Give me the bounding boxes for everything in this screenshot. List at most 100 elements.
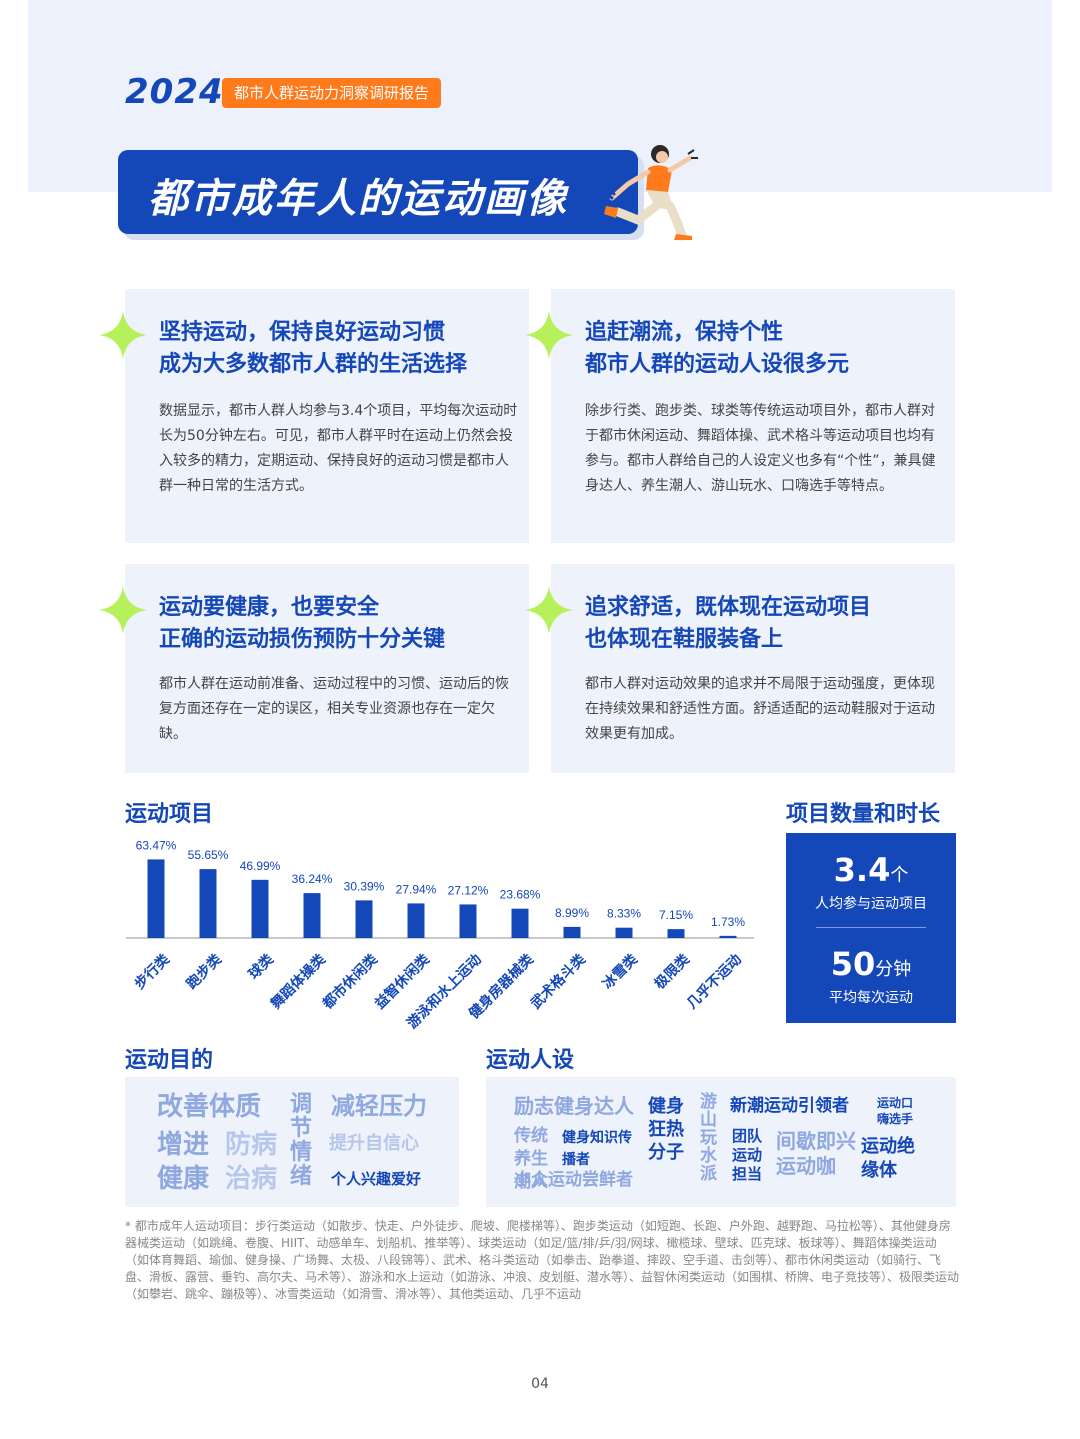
stats-box: 3.4个 人均参与运动项目 50分钟 平均每次运动	[786, 833, 956, 1023]
chart-value-label: 63.47%	[136, 838, 177, 852]
persona-word: 团队运动担当	[732, 1127, 763, 1183]
chart-bar	[407, 903, 425, 938]
chart-bar	[563, 926, 581, 938]
projects-unit: 个	[890, 865, 909, 886]
persona-word-cloud: 励志健身达人 健身狂热分子 游山玩水派 新潮运动引领者 运动口嗨选手 传统养生潮…	[486, 1077, 956, 1207]
purpose-word: 治病	[225, 1164, 278, 1194]
chart-bar	[615, 927, 633, 938]
purpose-word: 防病	[225, 1130, 278, 1160]
chart-category-label: 都市休闲类	[319, 950, 382, 1013]
chart-bar	[199, 869, 217, 938]
persona-word: 健身狂热分子	[648, 1096, 684, 1163]
purpose-word: 提升自信心	[329, 1133, 419, 1154]
card-heading-line: 坚持运动，保持良好运动习惯	[159, 320, 446, 345]
purpose-word: 调节情绪	[290, 1092, 313, 1189]
duration-label: 平均每次运动	[829, 990, 913, 1006]
card-heading: 追赶潮流，保持个性 都市人群的运动人设很多元	[585, 317, 849, 381]
card-body: 都市人群在运动前准备、运动过程中的习惯、运动后的恢复方面还存在一定的误区，相关专…	[159, 676, 509, 742]
insight-card-habit: 坚持运动，保持良好运动习惯 成为大多数都市人群的生活选择 数据显示，都市人群人均…	[99, 289, 529, 543]
sports-bar-chart: 63.47% 步行类 55.65% 跑步类 46.99% 球类 36.24% 舞蹈体操类 30.…	[126, 838, 754, 1032]
report-year: 2024	[125, 72, 224, 112]
purpose-word: 健康	[157, 1164, 210, 1194]
chart-bar	[147, 859, 165, 938]
insight-card-persona: 追赶潮流，保持个性 都市人群的运动人设很多元 除步行类、跑步类、球类等传统运动项…	[525, 289, 955, 543]
card-heading: 追求舒适，既体现在运动项目 也体现在鞋服装备上	[585, 592, 871, 656]
chart-bar	[667, 929, 685, 938]
persona-word: 间歇即兴运动咖	[776, 1129, 856, 1178]
chart-value-label: 36.24%	[292, 872, 333, 886]
card-body: 数据显示，都市人群人均参与3.4个项目，平均每次运动时长为50分钟左右。可见，都…	[159, 403, 518, 494]
persona-word: 健身知识传播者	[562, 1130, 632, 1168]
card-body: 除步行类、跑步类、球类等传统运动项目外，都市人群对于都市休闲运动、舞蹈体操、武术…	[585, 403, 936, 494]
sparkle-icon	[99, 586, 147, 634]
section-title-purpose: 运动目的	[125, 1048, 214, 1073]
card-heading-line: 成为大多数都市人群的生活选择	[159, 352, 468, 377]
chart-category-label: 冰雪类	[599, 950, 641, 992]
chart-value-label: 55.65%	[188, 848, 229, 862]
projects-stat: 3.4个	[786, 851, 956, 889]
chart-category-label: 舞蹈体操类	[267, 950, 329, 1012]
chart-value-label: 23.68%	[500, 888, 541, 902]
duration-unit: 分钟	[875, 959, 912, 980]
chart-value-label: 8.33%	[607, 907, 641, 921]
persona-word: 传统养生潮人	[514, 1126, 548, 1192]
chart-bar	[459, 904, 477, 938]
card-heading: 坚持运动，保持良好运动习惯 成为大多数都市人群的生活选择	[159, 317, 467, 381]
title-banner: 都市成年人的运动画像	[118, 150, 638, 234]
chart-bar	[355, 900, 373, 938]
card-body: 都市人群对运动效果的追求并不局限于运动强度，更体现在持续效果和舒适性方面。舒适适…	[585, 676, 935, 742]
purpose-word: 减轻压力	[331, 1092, 427, 1120]
chart-value-label: 7.15%	[659, 908, 693, 922]
persona-word: 运动绝缘体	[861, 1136, 915, 1181]
insight-card-comfort: 追求舒适，既体现在运动项目 也体现在鞋服装备上 都市人群对运动效果的追求并不局限…	[525, 564, 955, 773]
page-title: 都市成年人的运动画像	[148, 176, 568, 222]
chart-value-label: 30.39%	[344, 879, 385, 893]
purpose-word: 个人兴趣爱好	[331, 1170, 422, 1188]
persona-word: 励志健身达人	[514, 1094, 634, 1118]
purpose-word-cloud: 改善体质 调节情绪 减轻压力 增进 防病 提升自信心 健康 治病 个人兴趣爱好	[125, 1077, 459, 1207]
duration-stat: 50分钟	[786, 945, 956, 983]
chart-value-label: 8.99%	[555, 906, 589, 920]
sparkle-icon	[525, 311, 573, 359]
chart-category-label: 球类	[245, 950, 278, 983]
sparkle-icon	[525, 586, 573, 634]
chart-value-label: 46.99%	[240, 859, 281, 873]
chart-value-label: 27.12%	[448, 883, 489, 897]
chart-bar	[303, 893, 321, 938]
chart-value-label: 1.73%	[711, 915, 745, 929]
purpose-word: 改善体质	[157, 1092, 262, 1122]
card-heading-line: 都市人群的运动人设很多元	[585, 352, 850, 377]
section-title-persona: 运动人设	[486, 1048, 575, 1073]
insight-card-safety: 运动要健康，也要安全 正确的运动损伤预防十分关键 都市人群在运动前准备、运动过程…	[99, 564, 529, 773]
persona-word: 游山玩水派	[700, 1092, 717, 1184]
chart-bar	[511, 908, 529, 938]
section-title-stats: 项目数量和时长	[786, 802, 941, 827]
persona-word: 小众运动尝鲜者	[514, 1170, 633, 1190]
card-heading: 运动要健康，也要安全 正确的运动损伤预防十分关键	[159, 592, 445, 656]
chart-category-label: 武术格斗类	[527, 950, 589, 1012]
chart-bar	[251, 879, 269, 938]
chart-bar	[719, 935, 737, 938]
page-number: 04	[531, 1376, 549, 1392]
section-title-sports: 运动项目	[125, 802, 214, 827]
purpose-word: 增进	[157, 1130, 210, 1160]
chart-category-label: 极限类	[651, 950, 693, 992]
persona-word: 运动口嗨选手	[877, 1096, 914, 1126]
stats-divider	[816, 927, 926, 928]
runner-illustration-icon	[602, 145, 698, 241]
duration-value: 50	[830, 945, 876, 983]
persona-word: 新潮运动引领者	[730, 1096, 849, 1116]
projects-label: 人均参与运动项目	[815, 896, 927, 912]
report-tag: 都市人群运动力洞察调研报告	[222, 78, 442, 108]
chart-category-label: 跑步类	[183, 950, 225, 992]
footnote: * 都市成年人运动项目：步行类运动（如散步、快走、户外徒步、爬坡、爬楼梯等）、跑…	[125, 1219, 960, 1301]
chart-category-label: 步行类	[131, 950, 173, 992]
chart-value-label: 27.94%	[396, 882, 437, 896]
card-heading-line: 也体现在鞋服装备上	[585, 627, 784, 652]
card-heading-line: 追求舒适，既体现在运动项目	[585, 595, 872, 620]
card-heading-line: 追赶潮流，保持个性	[585, 320, 784, 345]
sparkle-icon	[99, 311, 147, 359]
card-heading-line: 运动要健康，也要安全	[159, 595, 380, 620]
chart-category-label: 几乎不运动	[683, 951, 745, 1013]
projects-value: 3.4	[833, 851, 891, 889]
